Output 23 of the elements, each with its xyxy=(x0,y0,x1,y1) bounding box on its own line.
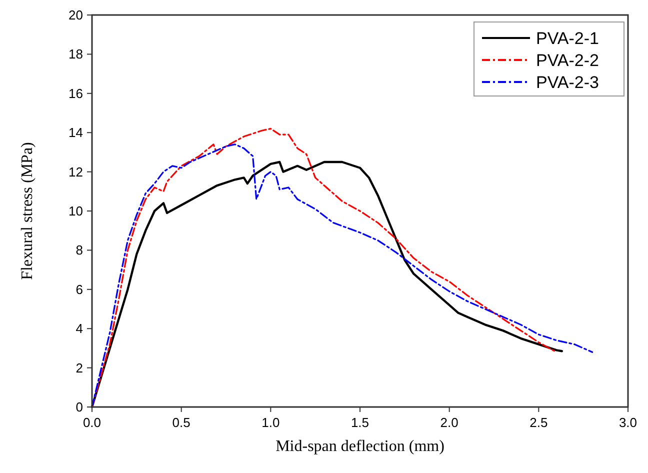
y-tick-label: 18 xyxy=(68,46,83,62)
legend-label: PVA-2-2 xyxy=(536,51,599,70)
y-tick-label: 2 xyxy=(76,360,83,376)
y-tick-label: 14 xyxy=(68,125,83,140)
y-axis-title: Flexural stress (MPa) xyxy=(19,142,36,280)
x-tick-label: 1.0 xyxy=(262,415,280,430)
x-tick-label: 0.0 xyxy=(82,415,102,430)
x-tick-label: 1.5 xyxy=(350,415,370,430)
y-tick-label: 6 xyxy=(76,282,83,297)
y-tick-label: 20 xyxy=(68,8,83,22)
x-tick-label: 0.5 xyxy=(172,415,190,430)
x-tick-label: 3.0 xyxy=(618,415,638,430)
legend-label: PVA-2-3 xyxy=(536,73,599,92)
x-axis-title: Mid-span deflection (mm) xyxy=(276,438,444,455)
x-tick-label: 2.0 xyxy=(440,415,458,430)
y-tick-label: 0 xyxy=(76,400,83,414)
y-tick-label: 12 xyxy=(68,164,83,180)
y-tick-label: 16 xyxy=(68,86,83,101)
y-tick-label: 10 xyxy=(68,204,83,218)
legend-label: PVA-2-1 xyxy=(536,29,599,48)
y-tick-label: 8 xyxy=(76,242,83,258)
x-tick-label: 2.5 xyxy=(530,415,548,430)
y-tick-label: 4 xyxy=(76,321,83,336)
